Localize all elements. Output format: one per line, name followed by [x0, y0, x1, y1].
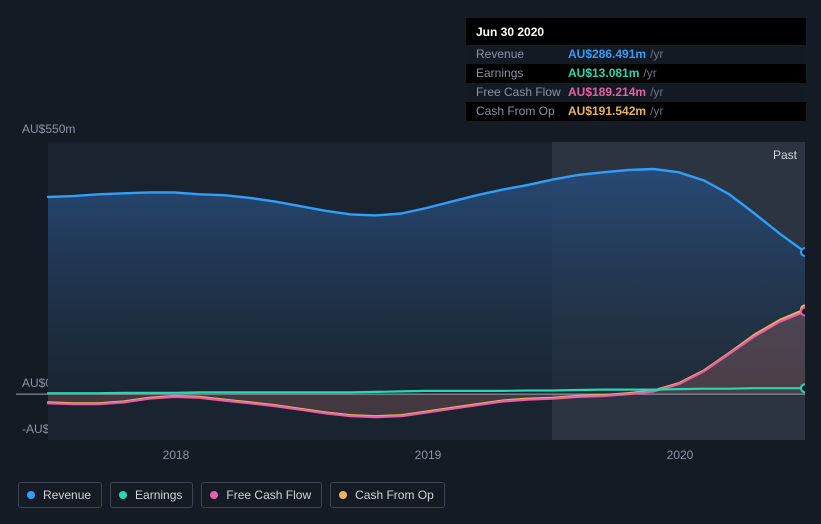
legend-swatch — [339, 491, 347, 499]
legend-label: Earnings — [135, 488, 182, 502]
tooltip-row-value: AU$286.491m — [568, 47, 646, 61]
tooltip-row-fcf: Free Cash Flow AU$189.214m /yr — [466, 83, 806, 102]
tooltip-row-label: Revenue — [476, 47, 568, 61]
tooltip-row-unit: /yr — [650, 47, 663, 61]
x-axis-label: 2020 — [667, 448, 694, 462]
x-axis-label: 2018 — [163, 448, 190, 462]
legend-swatch — [119, 491, 127, 499]
legend-swatch — [27, 491, 35, 499]
tooltip-row-value: AU$191.542m — [568, 104, 646, 118]
legend-label: Free Cash Flow — [226, 488, 311, 502]
line-area-chart[interactable] — [16, 142, 805, 440]
legend-swatch — [210, 491, 218, 499]
tooltip-row-revenue: Revenue AU$286.491m /yr — [466, 45, 806, 64]
legend: Revenue Earnings Free Cash Flow Cash Fro… — [18, 482, 445, 508]
tooltip-row-earnings: Earnings AU$13.081m /yr — [466, 64, 806, 83]
chart-tooltip: Jun 30 2020 Revenue AU$286.491m /yr Earn… — [466, 18, 806, 121]
legend-label: Cash From Op — [355, 488, 434, 502]
legend-item-cash-from-op[interactable]: Cash From Op — [330, 482, 445, 508]
x-axis-label: 2019 — [415, 448, 442, 462]
tooltip-row-unit: /yr — [643, 66, 656, 80]
tooltip-date: Jun 30 2020 — [466, 18, 806, 45]
tooltip-row-label: Cash From Op — [476, 104, 568, 118]
legend-label: Revenue — [43, 488, 91, 502]
tooltip-row-value: AU$189.214m — [568, 85, 646, 99]
tooltip-row-label: Free Cash Flow — [476, 85, 568, 99]
legend-item-revenue[interactable]: Revenue — [18, 482, 102, 508]
tooltip-row-unit: /yr — [650, 85, 663, 99]
tooltip-row-unit: /yr — [650, 104, 663, 118]
chart-container: { "tooltip": { "date": "Jun 30 2020", "r… — [0, 0, 821, 524]
tooltip-row-value: AU$13.081m — [568, 66, 639, 80]
y-axis-label: AU$550m — [22, 122, 75, 136]
tooltip-row-label: Earnings — [476, 66, 568, 80]
legend-item-free-cash-flow[interactable]: Free Cash Flow — [201, 482, 322, 508]
past-label: Past — [773, 148, 797, 162]
tooltip-row-cfo: Cash From Op AU$191.542m /yr — [466, 102, 806, 121]
legend-item-earnings[interactable]: Earnings — [110, 482, 193, 508]
